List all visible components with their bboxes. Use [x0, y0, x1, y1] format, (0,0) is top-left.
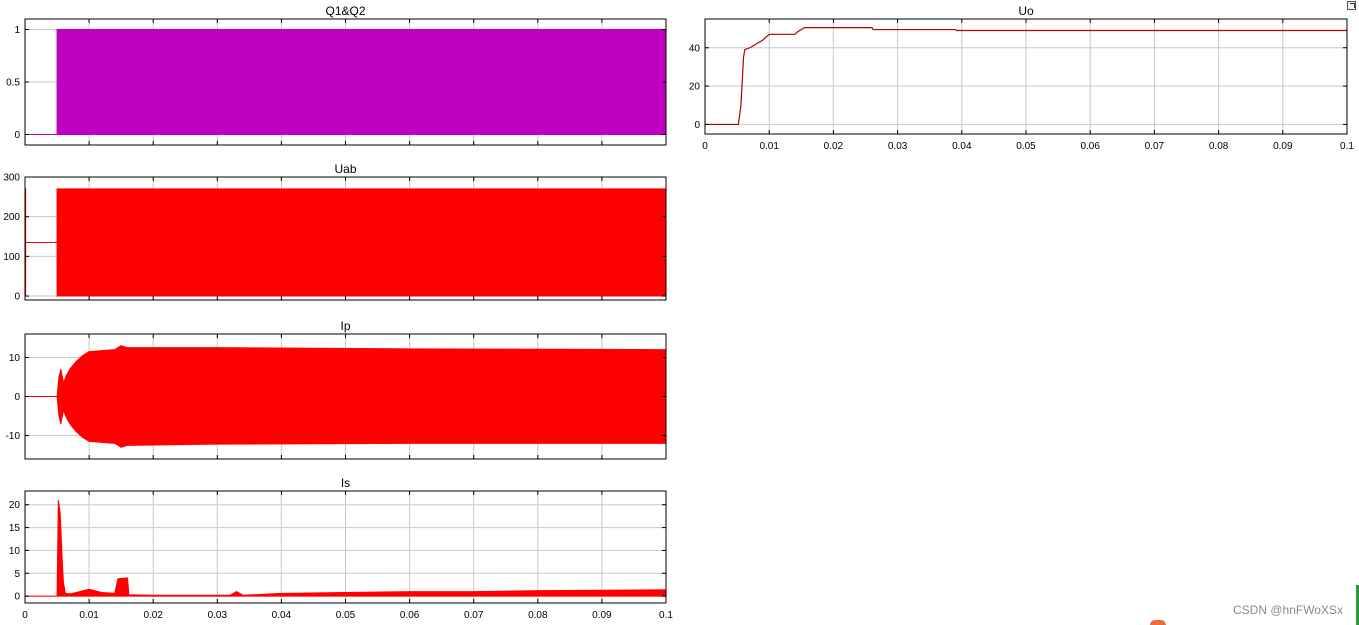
- x-tick-label: 0.01: [759, 141, 779, 152]
- x-tick-label: 0.05: [1016, 141, 1036, 152]
- x-tick-label: 0.07: [1145, 141, 1165, 152]
- y-tick-label: 20: [689, 82, 701, 93]
- x-tick-label: 0.02: [143, 610, 163, 621]
- x-tick-label: 0.03: [888, 141, 908, 152]
- plot-title: Uab: [334, 162, 356, 176]
- x-tick-label: 0.04: [272, 610, 292, 621]
- x-tick-label: 0: [702, 141, 708, 152]
- series-line-uo: [705, 27, 1347, 126]
- x-tick-label: 0.06: [400, 610, 420, 621]
- x-tick-label: 0.09: [592, 610, 612, 621]
- x-tick-label: 0.04: [952, 141, 972, 152]
- series-band-ip: [25, 345, 666, 448]
- y-tick-label: 0: [14, 130, 20, 141]
- x-tick-label: 0.09: [1273, 141, 1293, 152]
- plot-uab: 0 100 200 300 Uab: [3, 162, 667, 303]
- y-tick-label: 20: [9, 500, 21, 511]
- plot-title: Ip: [340, 319, 350, 333]
- series-band-q1q2: [25, 29, 666, 135]
- x-tick-label: 0.08: [528, 610, 548, 621]
- watermark: CSDN @hnFWoXSx: [1233, 603, 1343, 617]
- series-band-is: [25, 500, 666, 597]
- plot-ip: -10 0 10 Ip: [6, 319, 667, 460]
- y-tick-label: 100: [3, 252, 20, 263]
- x-tick-label: 0.06: [1080, 141, 1100, 152]
- y-tick-label: 0: [14, 292, 20, 303]
- y-tick-label: 5: [14, 569, 20, 580]
- x-tick-label: 0.1: [1340, 141, 1354, 152]
- x-tick-label: 0: [22, 610, 28, 621]
- x-tick-label: 0.05: [336, 610, 356, 621]
- x-tick-label: 0.02: [824, 141, 844, 152]
- y-tick-label: 0: [14, 392, 20, 403]
- expand-icon[interactable]: [1347, 1, 1356, 10]
- y-tick-label: 10: [9, 353, 21, 364]
- plot-title: Q1&Q2: [325, 4, 365, 18]
- plot-title: Is: [341, 476, 350, 490]
- series-band-uab: [25, 188, 666, 297]
- y-tick-label: 300: [3, 173, 20, 184]
- y-tick-label: 0.5: [6, 78, 20, 89]
- x-tick-label: 0.1: [659, 610, 673, 621]
- x-tick-label: 0.03: [208, 610, 228, 621]
- y-tick-label: 10: [9, 546, 21, 557]
- x-tick-label: 0.08: [1209, 141, 1229, 152]
- side-scroll-edge: [1356, 585, 1359, 625]
- plot-title: Uo: [1018, 4, 1034, 18]
- y-tick-label: 1: [14, 25, 20, 36]
- x-tick-label: 0.01: [79, 610, 99, 621]
- plot-q1q2: 0 0.5 1 Q1&Q2: [6, 4, 667, 146]
- y-tick-label: 15: [9, 523, 21, 534]
- plot-is: 0 5 10 15 20 0 0.01 0.02 0.03 0.04 0.05 0.06 0.07 0.0…: [9, 476, 674, 621]
- y-tick-label: 0: [14, 592, 20, 603]
- y-tick-label: -10: [6, 431, 21, 442]
- x-tick-label: 0.07: [464, 610, 484, 621]
- y-tick-label: 0: [694, 120, 700, 131]
- y-tick-label: 200: [3, 212, 20, 223]
- plot-uo: 0 20 40 0 0.01 0.02 0.03 0.04 0.05 0.06 0.07 0.08 0.…: [689, 4, 1355, 152]
- floating-widget-edge: [1150, 620, 1166, 625]
- y-tick-label: 40: [689, 43, 701, 54]
